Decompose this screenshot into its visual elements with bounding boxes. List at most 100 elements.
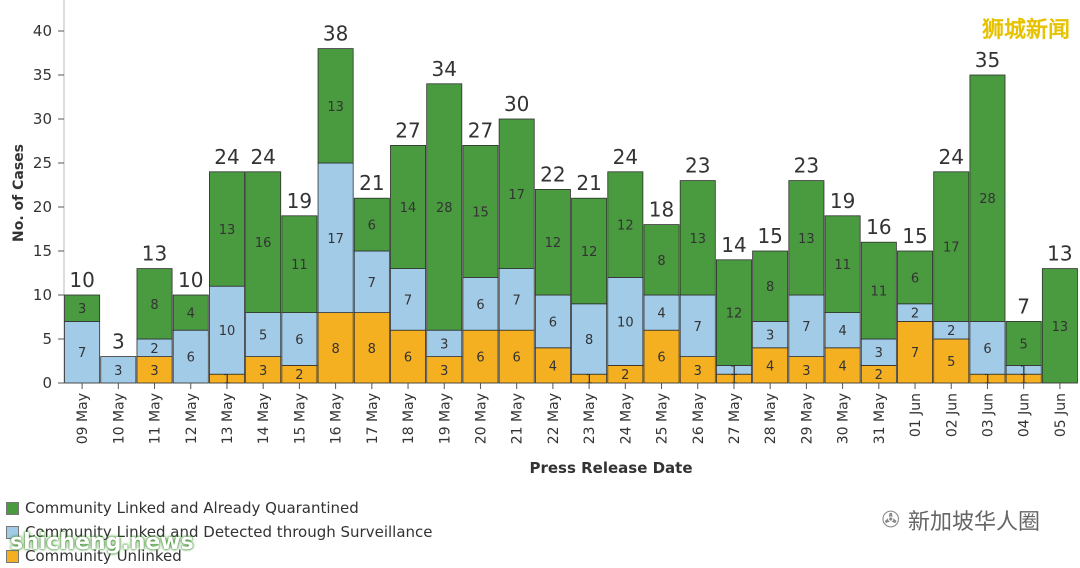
- total-label: 24: [250, 145, 275, 169]
- x-tick-label: 15 May: [292, 393, 308, 444]
- data-label-unlinked: 6: [513, 351, 521, 366]
- x-tick-label: 29 May: [799, 393, 815, 444]
- data-label-unlinked: 1: [585, 373, 593, 388]
- data-label-surveillance: 7: [694, 320, 702, 335]
- data-label-surveillance: 3: [440, 337, 448, 352]
- x-tick-label: 27 May: [727, 393, 743, 444]
- chart-legend: Community Linked and Already Quarantined…: [6, 496, 433, 568]
- total-label: 30: [504, 92, 529, 116]
- legend-swatch-surveillance: [6, 525, 19, 539]
- data-label-unlinked: 3: [694, 364, 702, 379]
- bar-segment-quarantined: [353, 197, 390, 252]
- data-label-surveillance: 7: [513, 293, 521, 308]
- x-tick-label: 02 Jun: [944, 393, 960, 437]
- data-label-unlinked: 4: [549, 359, 557, 374]
- data-label-quarantined: 13: [1052, 320, 1069, 335]
- total-label: 21: [359, 171, 384, 195]
- y-tick-label: 25: [33, 154, 52, 172]
- data-label-quarantined: 11: [291, 258, 308, 273]
- data-label-unlinked: 8: [368, 342, 376, 357]
- total-label: 7: [1017, 294, 1030, 318]
- total-label: 10: [178, 268, 203, 292]
- total-label: 3: [112, 330, 125, 354]
- data-label-quarantined: 3: [78, 302, 86, 317]
- data-label-unlinked: 3: [259, 364, 267, 379]
- bar-segment-quarantined: [933, 171, 970, 322]
- bar-segment-unlinked: [462, 329, 499, 384]
- x-tick-label: 26 May: [691, 393, 707, 444]
- x-tick-label: 13 May: [220, 393, 236, 444]
- data-label-surveillance: 6: [549, 315, 557, 330]
- bar-segment-quarantined: [64, 294, 101, 322]
- total-label: 13: [1047, 242, 1072, 266]
- bar-segment-unlinked: [390, 329, 426, 384]
- data-label-quarantined: 17: [943, 241, 960, 256]
- x-tick-label: 11 May: [148, 393, 164, 444]
- data-label-quarantined: 11: [834, 258, 851, 273]
- total-label: 14: [721, 233, 746, 257]
- bar-segment-surveillance: [64, 320, 101, 384]
- bar-segment-surveillance: [571, 303, 608, 375]
- x-tick-label: 14 May: [256, 393, 272, 444]
- data-label-unlinked: 7: [911, 346, 919, 361]
- data-label-quarantined: 6: [911, 271, 919, 286]
- data-label-unlinked: 3: [150, 364, 158, 379]
- data-label-unlinked: 6: [476, 351, 484, 366]
- bar-segment-surveillance: [390, 268, 426, 331]
- x-tick-label: 05 Jun: [1053, 393, 1069, 437]
- data-label-quarantined: 16: [255, 236, 272, 251]
- total-label: 15: [757, 224, 782, 248]
- bar-segment-surveillance: [643, 294, 680, 331]
- legend-label-unlinked: Community Unlinked: [25, 547, 182, 565]
- x-tick-label: 28 May: [763, 393, 779, 444]
- legend-item-unlinked: Community Unlinked: [6, 544, 433, 568]
- total-label: 16: [866, 215, 891, 239]
- bar-segment-surveillance: [679, 294, 716, 357]
- data-label-unlinked: 1: [983, 373, 991, 388]
- bar-segment-quarantined: [824, 215, 861, 314]
- y-axis-label: No. of Cases: [11, 144, 27, 242]
- bar-segment-surveillance: [752, 320, 789, 349]
- data-label-unlinked: 8: [331, 342, 339, 357]
- data-label-unlinked: 3: [802, 364, 810, 379]
- legend-item-surveillance: Community Linked and Detected through Su…: [6, 520, 433, 544]
- total-label: 35: [975, 48, 1000, 72]
- x-tick-label: 31 May: [872, 393, 888, 444]
- data-label-quarantined: 13: [689, 232, 706, 247]
- bar-segment-quarantined: [752, 250, 789, 322]
- total-label: 10: [69, 268, 94, 292]
- data-label-quarantined: 12: [726, 307, 743, 322]
- data-label-surveillance: 7: [368, 276, 376, 291]
- bar-segment-surveillance: [172, 329, 209, 384]
- bar-segment-surveillance: [426, 329, 463, 358]
- data-label-unlinked: 4: [838, 359, 846, 374]
- data-label-surveillance: 10: [219, 324, 236, 339]
- bar-segment-quarantined: [860, 241, 897, 340]
- x-tick-label: 22 May: [546, 393, 562, 444]
- x-tick-label: 21 May: [510, 393, 526, 444]
- total-label: 34: [432, 57, 457, 81]
- x-tick-label: 16 May: [329, 393, 345, 444]
- data-label-quarantined: 13: [327, 100, 344, 115]
- data-label-unlinked: 4: [766, 359, 774, 374]
- data-label-quarantined: 8: [766, 280, 774, 295]
- data-label-quarantined: 12: [545, 236, 562, 251]
- total-label: 38: [323, 22, 348, 46]
- data-label-surveillance: 1: [1020, 364, 1028, 379]
- x-tick-label: 04 Jun: [1017, 393, 1033, 437]
- x-tick-label: 01 Jun: [908, 393, 924, 437]
- legend-item-quarantined: Community Linked and Already Quarantined: [6, 496, 433, 520]
- x-tick-label: 24 May: [618, 393, 634, 444]
- bar-segment-quarantined: [390, 144, 426, 269]
- x-tick-label: 12 May: [184, 393, 200, 444]
- x-tick-label: 09 May: [75, 393, 91, 444]
- x-tick-label: 10 May: [111, 393, 127, 444]
- total-label: 22: [540, 162, 565, 186]
- x-tick-label: 19 May: [437, 393, 453, 444]
- bar-segment-quarantined: [281, 215, 318, 314]
- total-label: 18: [649, 198, 674, 222]
- total-label: 24: [613, 145, 638, 169]
- data-label-surveillance: 2: [150, 342, 158, 357]
- data-label-unlinked: 1: [1020, 373, 1028, 388]
- data-label-surveillance: 4: [657, 307, 665, 322]
